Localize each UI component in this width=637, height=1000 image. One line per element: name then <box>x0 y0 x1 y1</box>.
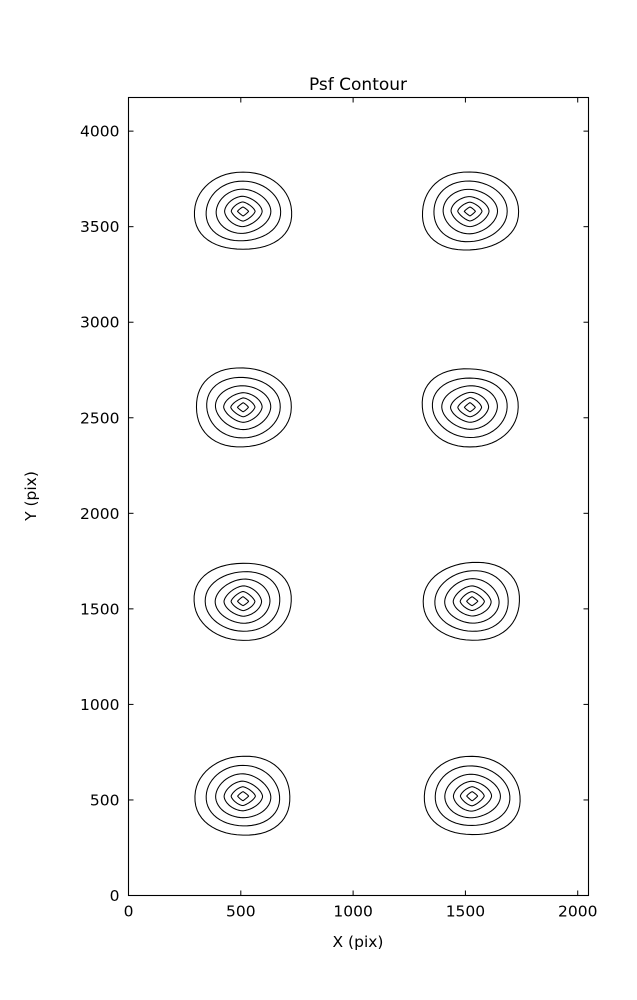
contour-level <box>205 764 281 827</box>
contour-level <box>206 376 281 439</box>
contour-level <box>230 786 256 807</box>
contour-level <box>224 195 263 228</box>
contour-level <box>444 773 501 819</box>
contour-level <box>452 585 492 617</box>
psf-contour-group <box>195 367 292 448</box>
contour-level <box>463 206 476 217</box>
contour-level <box>214 385 272 431</box>
contour-level <box>434 570 509 632</box>
y-tick-label: 0 <box>110 887 120 905</box>
contour-level <box>237 206 250 217</box>
contour-level <box>230 201 256 222</box>
contour-level <box>450 391 490 423</box>
x-axis-label: X (pix) <box>333 933 384 951</box>
psf-contour-group <box>421 368 519 448</box>
contour-level <box>230 590 256 612</box>
contour-level <box>444 578 500 624</box>
y-axis-tick-labels: 0 500 1000 1500 2000 2500 3000 3500 4000 <box>80 123 119 905</box>
y-tick-label: 4000 <box>80 123 119 141</box>
contour-level <box>215 188 272 234</box>
contour-level <box>423 755 521 836</box>
contour-level <box>434 765 511 826</box>
contour-level <box>223 392 263 423</box>
contour-level <box>223 585 263 617</box>
contour-level <box>223 780 264 812</box>
page-title: Psf Contour <box>309 75 407 95</box>
contour-level <box>441 385 498 430</box>
contour-level <box>457 201 483 222</box>
x-axis-ticks <box>128 97 579 896</box>
contour-level <box>422 561 520 641</box>
contour-level <box>431 377 508 439</box>
contour-level <box>457 397 483 418</box>
psf-contour-group <box>193 562 292 641</box>
contour-level <box>193 562 292 641</box>
contour-level <box>459 591 485 612</box>
x-tick-label: 2000 <box>558 903 597 921</box>
contour-level <box>466 791 479 802</box>
contour-level <box>230 397 256 418</box>
y-tick-label: 2000 <box>80 505 119 523</box>
x-axis-tick-labels: 0 500 1000 1500 2000 <box>124 903 598 921</box>
contour-level <box>421 171 520 251</box>
contour-level <box>204 571 281 632</box>
psf-contour-group <box>194 755 291 836</box>
y-tick-label: 3500 <box>80 218 119 236</box>
contour-level <box>433 180 508 243</box>
y-axis-ticks <box>128 130 589 896</box>
x-tick-label: 0 <box>124 903 134 921</box>
contour-level <box>214 578 271 624</box>
y-axis-label: Y (pix) <box>22 471 40 522</box>
contour-level <box>237 596 250 607</box>
contour-level <box>466 596 479 607</box>
y-tick-label: 2500 <box>80 409 119 427</box>
x-tick-label: 1500 <box>446 903 485 921</box>
axes-frame <box>127 96 590 897</box>
contour-level <box>463 402 476 413</box>
contour-level <box>452 780 493 812</box>
y-tick-label: 1500 <box>80 600 119 618</box>
x-tick-label: 500 <box>226 903 256 921</box>
psf-contour-group <box>421 171 520 251</box>
contour-level <box>205 180 282 242</box>
contour-level <box>237 791 250 802</box>
y-tick-label: 3000 <box>80 314 119 332</box>
psf-contour-group <box>422 561 520 641</box>
contour-level <box>215 773 272 819</box>
contour-level <box>459 786 485 807</box>
psf-contour-group <box>423 755 521 836</box>
contour-level <box>236 402 249 413</box>
contour-level <box>450 196 490 228</box>
y-tick-label: 1000 <box>80 696 119 714</box>
y-tick-label: 500 <box>90 791 120 809</box>
contour-level <box>442 188 499 235</box>
contour-level <box>193 171 293 250</box>
contour-level <box>421 368 519 448</box>
contour-level <box>195 367 292 448</box>
contour-layer <box>193 171 521 836</box>
x-tick-label: 1000 <box>333 903 372 921</box>
contour-level <box>194 755 291 836</box>
psf-contour-group <box>193 171 293 250</box>
